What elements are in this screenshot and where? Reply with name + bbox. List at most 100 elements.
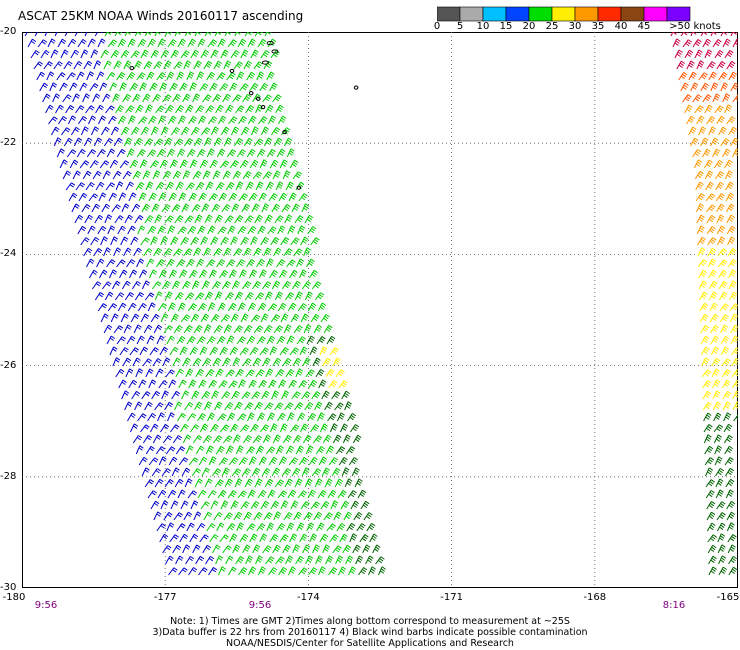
wind-barb: [307, 226, 317, 235]
wind-barb: [123, 60, 132, 70]
wind-barb: [150, 236, 158, 246]
wind-barb: [145, 104, 153, 114]
colorbar-tick-label: 10: [476, 21, 490, 32]
wind-barb: [726, 500, 736, 510]
wind-barb: [728, 269, 737, 279]
wind-barb: [260, 50, 270, 59]
wind-barb: [727, 534, 737, 543]
wind-barb: [378, 566, 386, 576]
wind-barb: [278, 379, 287, 389]
wind-barb: [159, 346, 169, 356]
wind-barb: [73, 137, 83, 147]
wind-barb: [334, 478, 343, 488]
wind-barb: [94, 32, 103, 37]
wind-barb: [291, 467, 301, 477]
wind-barb: [708, 555, 717, 565]
wind-barb: [245, 369, 255, 378]
wind-barb: [256, 148, 266, 158]
wind-barb: [720, 32, 729, 37]
wind-barb: [142, 170, 151, 180]
wind-barb: [699, 313, 709, 323]
wind-barb: [228, 457, 239, 466]
wind-barb: [189, 82, 197, 92]
wind-barb: [225, 104, 234, 114]
wind-barb: [176, 523, 186, 532]
wind-barb: [212, 170, 221, 180]
wind-barb: [219, 346, 229, 356]
wind-barb: [181, 203, 190, 213]
wind-barb: [363, 512, 373, 521]
wind-barb: [271, 203, 281, 213]
wind-barb: [131, 203, 141, 213]
wind-barb: [682, 39, 693, 48]
wind-barb: [718, 269, 727, 279]
wind-barb: [137, 302, 147, 312]
wind-barb: [724, 445, 734, 455]
wind-barb: [703, 424, 713, 433]
wind-barb: [140, 126, 150, 136]
wind-barb: [302, 544, 311, 554]
wind-barb: [292, 357, 302, 367]
wind-barb: [724, 170, 733, 180]
wind-barb: [294, 291, 303, 301]
wind-barb: [75, 182, 85, 191]
wind-barb: [326, 523, 336, 532]
wind-barb: [52, 93, 61, 103]
wind-barb: [234, 478, 243, 488]
wind-barb: [209, 269, 217, 279]
wind-barb: [186, 258, 195, 268]
wind-barb: [281, 390, 290, 400]
colorbar-tick-label: >50 knots: [669, 21, 721, 32]
wind-barb: [694, 170, 704, 180]
wind-barb: [201, 280, 210, 290]
wind-barb: [114, 292, 125, 301]
wind-barb: [227, 302, 237, 312]
wind-barb: [303, 512, 313, 521]
wind-barb: [258, 456, 267, 466]
wind-barb: [154, 402, 164, 411]
wind-barb: [146, 149, 157, 158]
wind-barb: [252, 171, 263, 180]
wind-barb: [710, 32, 718, 37]
wind-barb: [709, 302, 718, 312]
wind-barb: [127, 225, 136, 235]
wind-barb: [279, 423, 288, 433]
wind-barb: [301, 281, 312, 290]
wind-barb: [233, 511, 243, 521]
wind-barb: [730, 32, 738, 37]
wind-barb: [215, 368, 224, 378]
wind-barb: [140, 313, 149, 323]
wind-barb: [216, 259, 226, 268]
wind-barb: [133, 137, 143, 147]
latitude-label: -26: [0, 359, 17, 371]
wind-barb: [715, 489, 724, 499]
wind-barb: [724, 104, 732, 114]
wind-barb: [694, 49, 703, 59]
wind-barb: [165, 104, 174, 114]
wind-barb: [230, 50, 240, 59]
wind-barb: [715, 181, 724, 191]
wind-barb: [74, 214, 84, 224]
wind-barb: [269, 534, 279, 543]
wind-barb: [157, 489, 167, 499]
wind-barb: [220, 126, 230, 136]
wind-barb: [163, 512, 173, 521]
wind-barb: [243, 247, 252, 257]
wind-barb: [210, 126, 219, 136]
wind-barb: [244, 215, 254, 224]
wind-barb: [727, 258, 737, 268]
wind-barb: [111, 280, 121, 290]
wind-barb: [89, 83, 99, 92]
wind-barb: [292, 171, 303, 180]
wind-barb: [99, 269, 108, 279]
wind-barb: [277, 225, 286, 235]
wind-barb: [304, 214, 314, 224]
wind-barb: [304, 291, 313, 301]
wind-barb: [712, 93, 721, 103]
wind-barb: [203, 511, 213, 521]
wind-barb: [182, 544, 191, 554]
island-outline: [266, 41, 274, 46]
wind-barb: [710, 82, 719, 92]
wind-barb: [268, 193, 278, 202]
wind-barb: [79, 82, 88, 92]
